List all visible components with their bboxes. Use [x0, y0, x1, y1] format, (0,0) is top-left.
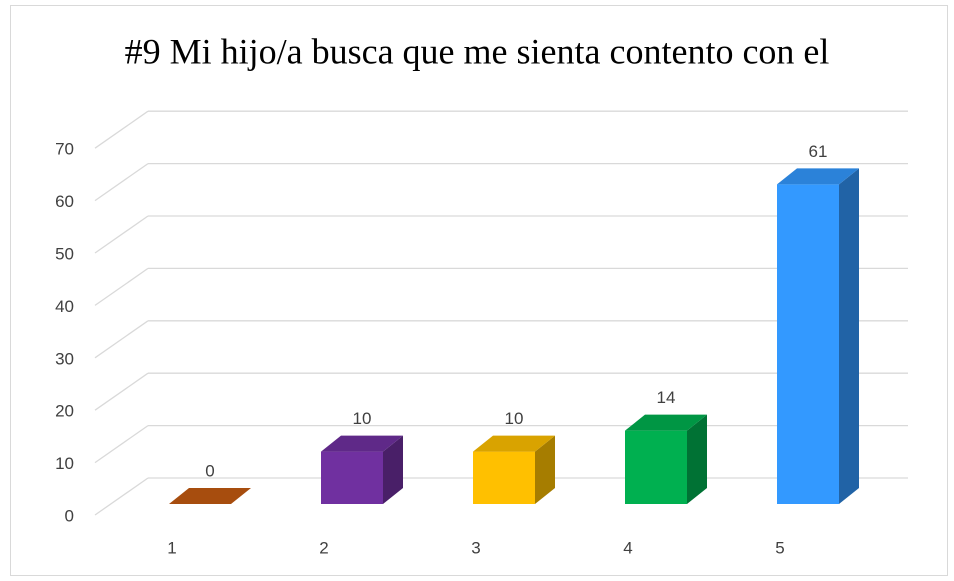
- bar: [169, 488, 251, 504]
- grid-line-side: [94, 477, 149, 516]
- y-tick-label: 0: [65, 506, 74, 525]
- grid-line-side: [94, 320, 149, 359]
- data-label: 61: [809, 142, 828, 161]
- bar-side: [839, 168, 859, 505]
- bar-side: [383, 435, 403, 504]
- bar-front: [625, 430, 687, 504]
- grid-line-side: [94, 110, 149, 149]
- y-tick-label: 70: [55, 140, 74, 159]
- x-tick-label: 5: [775, 538, 784, 557]
- bar-top: [321, 435, 403, 452]
- data-label: 10: [505, 409, 524, 428]
- bar-side: [535, 435, 555, 504]
- bar: [777, 168, 859, 505]
- y-tick-label: 40: [55, 297, 74, 316]
- x-tick-label: 1: [167, 538, 176, 557]
- data-label: 10: [353, 409, 372, 428]
- grid-line-side: [94, 267, 149, 306]
- bar-top: [777, 168, 859, 185]
- y-tick-label: 20: [55, 402, 74, 421]
- grid-line-side: [94, 425, 149, 464]
- bar-top: [169, 488, 251, 504]
- bar: [473, 435, 555, 504]
- x-tick-label: 4: [623, 538, 632, 557]
- bar-front: [321, 451, 383, 504]
- grid-line-side: [94, 163, 149, 202]
- bar: [321, 435, 403, 504]
- x-tick-label: 3: [471, 538, 480, 557]
- data-label: 0: [205, 461, 214, 480]
- y-tick-label: 10: [55, 454, 74, 473]
- y-tick-label: 50: [55, 244, 74, 263]
- y-tick-label: 30: [55, 349, 74, 368]
- chart-title: #9 Mi hijo/a busca que me sienta content…: [125, 31, 830, 71]
- bar-top: [625, 414, 707, 431]
- bar-top: [473, 435, 555, 452]
- bar-front: [777, 184, 839, 505]
- grid-line-side: [94, 372, 149, 411]
- x-tick-label: 2: [319, 538, 328, 557]
- bar-front: [473, 451, 535, 504]
- bar: [625, 414, 707, 504]
- data-label: 14: [657, 388, 676, 407]
- bar-side: [687, 414, 707, 504]
- y-tick-label: 60: [55, 192, 74, 211]
- grid-line-side: [94, 215, 149, 254]
